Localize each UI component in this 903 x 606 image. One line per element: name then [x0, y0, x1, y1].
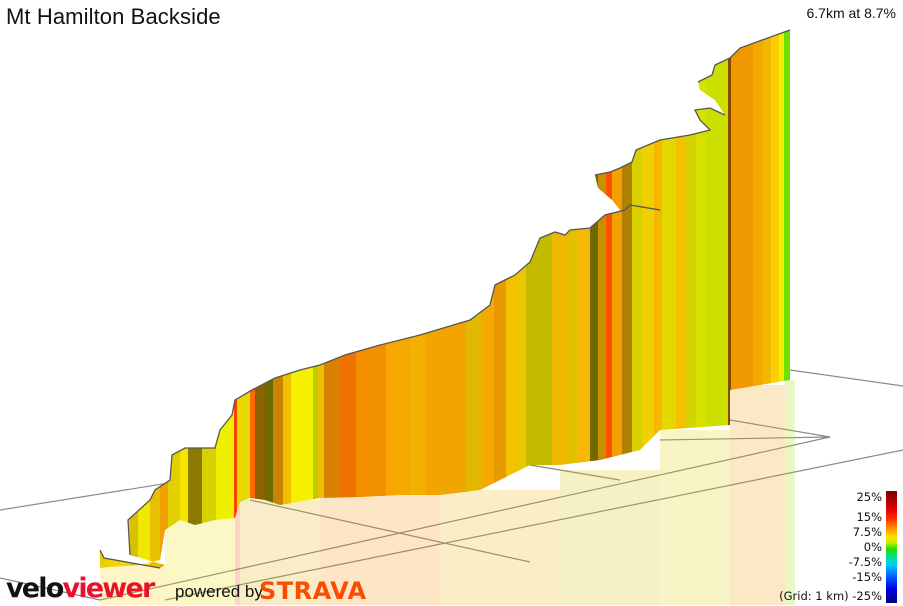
- page-title: Mt Hamilton Backside: [6, 4, 221, 29]
- veloviewer-logo[interactable]: veloviewer: [6, 573, 156, 604]
- legend-label-25: 25%: [856, 490, 882, 504]
- gradient-color-bar: [886, 491, 897, 603]
- legend-label-neg-25-grid: (Grid: 1 km) -25%: [779, 589, 882, 603]
- logo-viewer: viewer: [62, 573, 156, 604]
- strava-logo[interactable]: STRAVA: [259, 577, 367, 605]
- segment-summary: 6.7km at 8.7%: [806, 5, 897, 21]
- legend-label-0: 0%: [863, 540, 882, 554]
- profile-reflection: [100, 380, 795, 605]
- gradient-legend: 25% 15% 7.5% 0% -7.5% -15% (Grid: 1 km) …: [769, 490, 899, 605]
- legend-label-7-5: 7.5%: [852, 525, 882, 539]
- powered-by-text: powered by: [175, 582, 263, 601]
- legend-label-neg-7-5: -7.5%: [848, 555, 882, 569]
- legend-label-neg-15: -15%: [852, 570, 882, 584]
- logo-velo: velo: [6, 573, 64, 604]
- profile-ridge-line: [99, 29, 791, 569]
- legend-label-15: 15%: [856, 510, 882, 524]
